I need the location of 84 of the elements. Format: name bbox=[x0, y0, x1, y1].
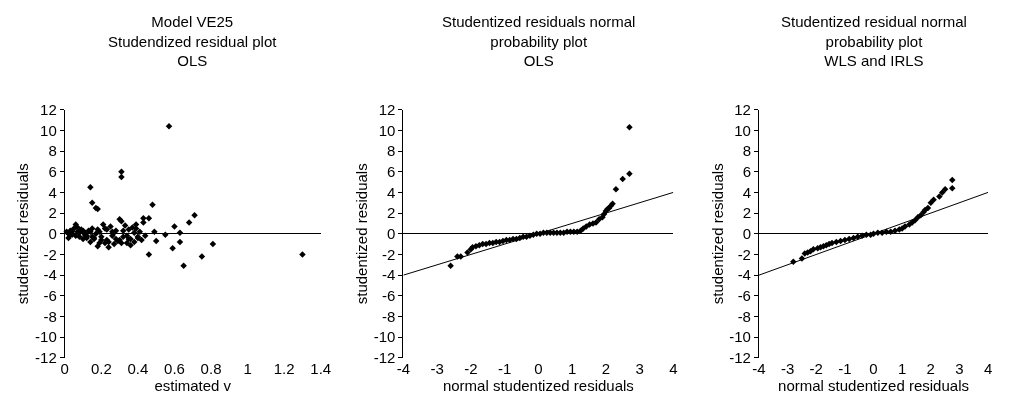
x-tick-label: -1 bbox=[838, 359, 852, 377]
y-tick-label: 2 bbox=[48, 204, 57, 222]
y-tick-label: -10 bbox=[373, 328, 396, 346]
y-tick-label: -6 bbox=[737, 287, 751, 305]
y-tick-label: 6 bbox=[387, 162, 396, 180]
point bbox=[810, 246, 817, 253]
y-tick-label: -10 bbox=[35, 328, 57, 346]
y-tick-label: 6 bbox=[48, 162, 57, 180]
y-tick-label: -6 bbox=[382, 287, 396, 305]
y-tick-label: 2 bbox=[387, 204, 396, 222]
x-axis-title: normal studentized residuals bbox=[778, 376, 969, 394]
y-tick-label: 8 bbox=[387, 142, 396, 160]
y-tick-label: -4 bbox=[43, 266, 57, 284]
x-tick-label: 2 bbox=[601, 359, 611, 377]
x-tick-label: 0.6 bbox=[164, 359, 185, 377]
point bbox=[887, 228, 894, 235]
x-tick-label: 0.2 bbox=[90, 359, 112, 377]
y-axis-title: studentized residuals bbox=[708, 163, 726, 305]
y-tick-label: 6 bbox=[742, 162, 751, 180]
x-tick-label: 3 bbox=[955, 359, 964, 377]
point bbox=[626, 123, 633, 131]
x-tick-label: 0.8 bbox=[200, 359, 222, 377]
y-tick-label: -4 bbox=[737, 266, 751, 284]
x-tick-label: 4 bbox=[669, 359, 678, 377]
x-tick-label: -1 bbox=[497, 359, 512, 377]
x-tick-label: 0 bbox=[534, 359, 543, 377]
y-tick-label: -4 bbox=[382, 266, 396, 284]
y-tick-label: 0 bbox=[742, 225, 751, 243]
y-tick-label: -8 bbox=[382, 307, 396, 325]
y-tick-label: -6 bbox=[43, 287, 57, 305]
y-tick-label: 12 bbox=[40, 100, 57, 118]
point bbox=[949, 176, 956, 184]
y-tick-label: 4 bbox=[742, 183, 751, 201]
y-tick-label: 10 bbox=[378, 121, 396, 139]
x-tick-label: 1 bbox=[243, 359, 252, 377]
x-tick-label: 0 bbox=[869, 359, 878, 377]
x-tick-label: 1 bbox=[567, 359, 577, 377]
y-tick-label: -8 bbox=[43, 307, 57, 325]
y-tick-label: -2 bbox=[43, 245, 57, 263]
x-tick-label: -3 bbox=[430, 359, 444, 377]
y-tick-label: 0 bbox=[48, 225, 57, 243]
point bbox=[447, 262, 454, 270]
y-tick-label: 12 bbox=[734, 100, 751, 118]
y-tick-label: -12 bbox=[35, 349, 57, 367]
y-tick-label: 10 bbox=[40, 121, 57, 139]
x-tick-label: -2 bbox=[464, 359, 478, 377]
x-tick-label: -3 bbox=[780, 359, 795, 377]
y-tick-label: -12 bbox=[729, 349, 751, 367]
chart-title: Studentized residual normal probability plot WLS and IRLS bbox=[781, 13, 967, 69]
y-tick-label: 2 bbox=[742, 204, 751, 222]
x-tick-label: 1.2 bbox=[273, 359, 295, 377]
y-tick-label: -10 bbox=[729, 328, 751, 346]
y-tick-label: 0 bbox=[387, 225, 396, 243]
y-tick-label: -2 bbox=[382, 245, 396, 263]
y-tick-label: -2 bbox=[737, 245, 751, 263]
y-axis-title: studentized residuals bbox=[14, 163, 32, 305]
x-tick-label: -2 bbox=[809, 359, 823, 377]
chart-title: Model VE25 Studendized residual plot OLS bbox=[108, 13, 278, 69]
y-tick-label: 10 bbox=[734, 121, 751, 139]
point bbox=[841, 236, 849, 244]
x-tick-label: 1.4 bbox=[310, 359, 332, 377]
y-tick-label: 12 bbox=[378, 100, 396, 118]
point bbox=[612, 186, 620, 193]
x-axis-title: normal studentized residuals bbox=[442, 376, 634, 394]
y-tick-label: 8 bbox=[48, 142, 57, 160]
y-tick-label: -8 bbox=[737, 307, 751, 325]
y-axis-title: studentized residuals bbox=[352, 163, 370, 305]
point bbox=[464, 249, 471, 256]
x-tick-label: 1 bbox=[897, 359, 907, 377]
y-tick-label: -12 bbox=[373, 349, 396, 367]
x-tick-label: 2 bbox=[926, 359, 935, 377]
point bbox=[949, 185, 956, 192]
point bbox=[619, 175, 626, 183]
y-tick-label: 8 bbox=[742, 142, 751, 160]
y-tick-label: 4 bbox=[48, 183, 57, 201]
point bbox=[936, 193, 943, 200]
x-tick-label: 0 bbox=[60, 359, 69, 377]
x-axis-title: estimated v bbox=[154, 376, 232, 394]
point bbox=[626, 170, 633, 178]
y-tick-label: 4 bbox=[387, 183, 396, 201]
x-tick-label: 0.4 bbox=[127, 359, 149, 377]
x-tick-label: 3 bbox=[635, 359, 644, 377]
chart-title: Studentized residuals normal probability plot OLS bbox=[442, 13, 636, 69]
x-tick-label: 4 bbox=[983, 359, 993, 377]
